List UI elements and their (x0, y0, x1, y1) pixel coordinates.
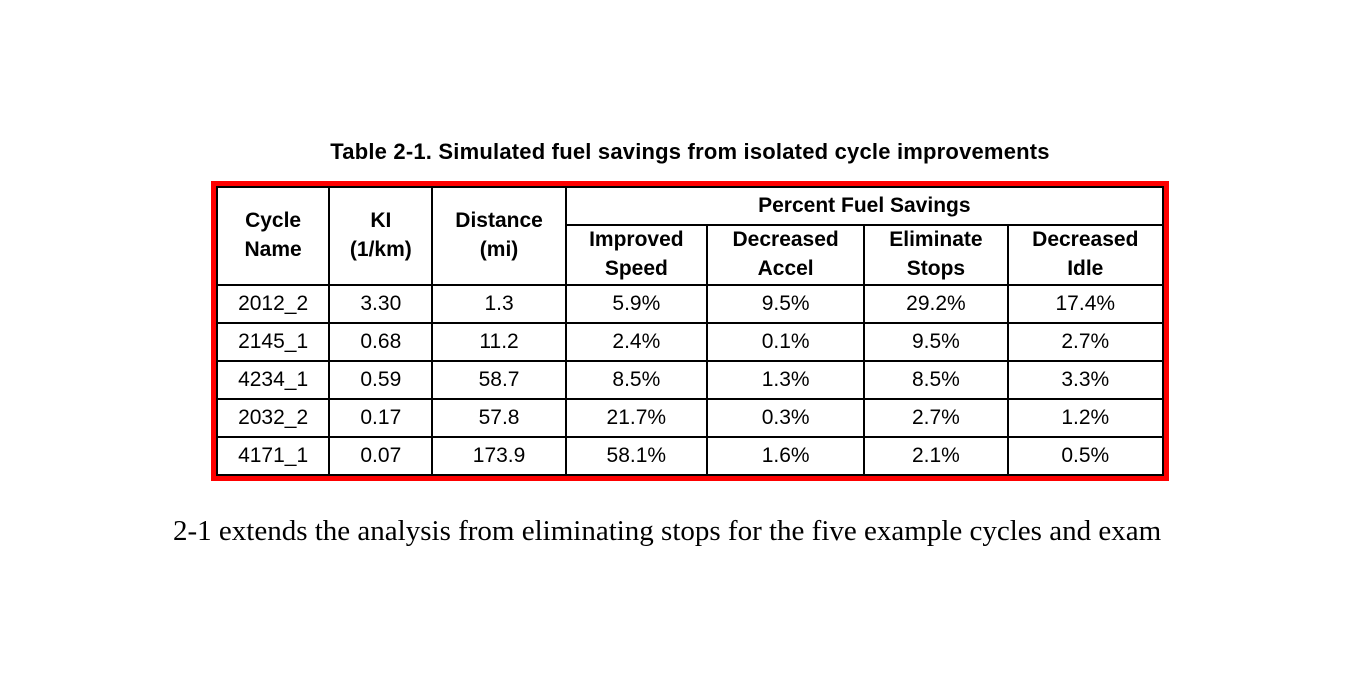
cell-improved-speed: 5.9% (564, 284, 708, 324)
body-paragraph: 2-1 extends the analysis from eliminatin… (173, 515, 1162, 547)
col-header-decreased-idle: Decreased Idle (1006, 224, 1165, 286)
cell-distance: 173.9 (431, 436, 567, 476)
cell-cycle-name: 4171_1 (215, 436, 331, 476)
cell-eliminate-stops: 29.2% (863, 284, 1009, 324)
cell-distance: 58.7 (431, 360, 567, 400)
table-caption: Table 2-1. Simulated fuel savings from i… (330, 139, 1050, 164)
table-row: 4171_1 0.07 173.9 58.1% 1.6% 2.1% 0.5% (215, 436, 1165, 476)
cell-eliminate-stops: 2.7% (863, 398, 1009, 438)
cell-distance: 57.8 (431, 398, 567, 438)
cell-ki: 0.68 (328, 322, 434, 362)
cell-decreased-accel: 9.5% (705, 284, 866, 324)
cell-decreased-idle: 17.4% (1006, 284, 1165, 324)
table-row: 2012_2 3.30 1.3 5.9% 9.5% 29.2% 17.4% (215, 284, 1165, 324)
cell-cycle-name: 2145_1 (215, 322, 331, 362)
cell-eliminate-stops: 8.5% (863, 360, 1009, 400)
table-row: 4234_1 0.59 58.7 8.5% 1.3% 8.5% 3.3% (215, 360, 1165, 400)
cell-eliminate-stops: 2.1% (863, 436, 1009, 476)
cell-cycle-name: 2012_2 (215, 284, 331, 324)
col-header-eliminate-stops: Eliminate Stops (863, 224, 1009, 286)
header-row-group: Cycle Name KI (1/km) Distance (mi) Perce… (215, 186, 1165, 286)
cell-decreased-accel: 0.3% (705, 398, 866, 438)
col-header-cycle-name: Cycle Name (215, 186, 331, 286)
table-row: 2145_1 0.68 11.2 2.4% 0.1% 9.5% 2.7% (215, 322, 1165, 362)
cell-improved-speed: 58.1% (564, 436, 708, 476)
cell-distance: 11.2 (431, 322, 567, 362)
cell-improved-speed: 21.7% (564, 398, 708, 438)
cell-eliminate-stops: 9.5% (863, 322, 1009, 362)
cell-decreased-accel: 1.3% (705, 360, 866, 400)
cell-ki: 0.17 (328, 398, 434, 438)
cell-distance: 1.3 (431, 284, 567, 324)
cell-decreased-idle: 3.3% (1006, 360, 1165, 400)
cell-decreased-idle: 0.5% (1006, 436, 1165, 476)
cell-improved-speed: 8.5% (564, 360, 708, 400)
cell-decreased-idle: 2.7% (1006, 322, 1165, 362)
cell-cycle-name: 4234_1 (215, 360, 331, 400)
header-row-sub: Improved Speed Decreased Accel Eliminate… (217, 224, 1165, 286)
table-highlight-border: Cycle Name KI (1/km) Distance (mi) Perce… (211, 181, 1169, 481)
cell-ki: 0.07 (328, 436, 434, 476)
cell-improved-speed: 2.4% (564, 322, 708, 362)
cell-decreased-accel: 0.1% (705, 322, 866, 362)
cell-ki: 3.30 (328, 284, 434, 324)
col-group-header-percent-fuel-savings: Percent Fuel Savings (564, 186, 1165, 226)
cell-cycle-name: 2032_2 (215, 398, 331, 438)
table-row: 2032_2 0.17 57.8 21.7% 0.3% 2.7% 1.2% (215, 398, 1165, 438)
col-header-improved-speed: Improved Speed (564, 224, 708, 286)
col-header-decreased-accel: Decreased Accel (705, 224, 866, 286)
cell-ki: 0.59 (328, 360, 434, 400)
col-header-ki: KI (1/km) (328, 186, 434, 286)
fuel-savings-table: Cycle Name KI (1/km) Distance (mi) Perce… (215, 186, 1165, 476)
cell-decreased-idle: 1.2% (1006, 398, 1165, 438)
cell-decreased-accel: 1.6% (705, 436, 866, 476)
col-header-distance: Distance (mi) (431, 186, 567, 286)
